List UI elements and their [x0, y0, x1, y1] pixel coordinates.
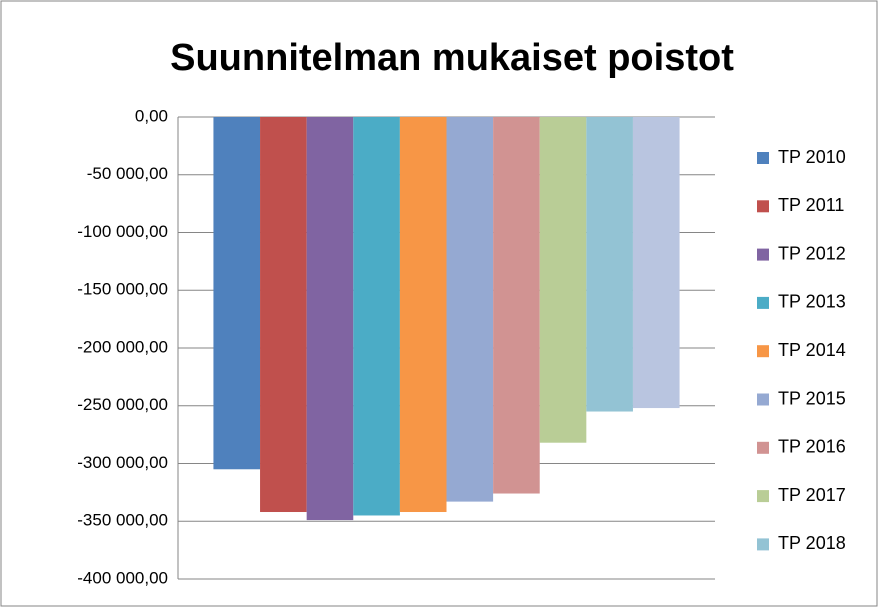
legend-swatch [757, 200, 769, 213]
legend-swatch [757, 296, 769, 309]
bar [632, 117, 680, 409]
bar [306, 117, 354, 521]
y-tick-label: -400 000,00 [77, 568, 168, 587]
bar [539, 117, 587, 443]
bar [353, 117, 400, 516]
bar [260, 117, 307, 513]
legend-swatch [757, 393, 769, 406]
bar [586, 117, 633, 412]
bar [446, 117, 494, 502]
legend-label: TP 2013 [778, 292, 846, 312]
bar [493, 117, 540, 494]
y-tick-label: -100 000,00 [77, 222, 168, 241]
legend-label: TP 2012 [778, 243, 846, 263]
legend-label: TP 2015 [778, 388, 846, 408]
y-tick-label: -150 000,00 [77, 280, 168, 299]
legend-label: TP 2018 [778, 533, 846, 553]
legend-label: TP 2017 [778, 485, 846, 505]
legend-swatch [757, 345, 769, 358]
y-tick-label: -200 000,00 [77, 337, 168, 356]
bar [399, 117, 447, 513]
legend-swatch [757, 490, 769, 503]
legend-swatch [757, 152, 769, 164]
y-tick-label: -350 000,00 [77, 511, 168, 530]
legend-swatch [757, 538, 769, 551]
legend-label: TP 2016 [778, 437, 846, 457]
legend-label: TP 2010 [778, 147, 846, 167]
y-tick-label: -300 000,00 [77, 453, 168, 472]
legend-swatch [757, 441, 769, 454]
chart-title: Suunnitelman mukaiset poistot [170, 37, 734, 79]
legend-label: TP 2014 [778, 340, 846, 360]
legend-swatch [757, 248, 769, 261]
legend-label: TP 2011 [778, 195, 844, 215]
y-tick-label: 0,00 [135, 106, 168, 125]
y-tick-label: -50 000,00 [87, 164, 168, 183]
bar [213, 117, 261, 470]
y-tick-label: -250 000,00 [77, 395, 168, 414]
